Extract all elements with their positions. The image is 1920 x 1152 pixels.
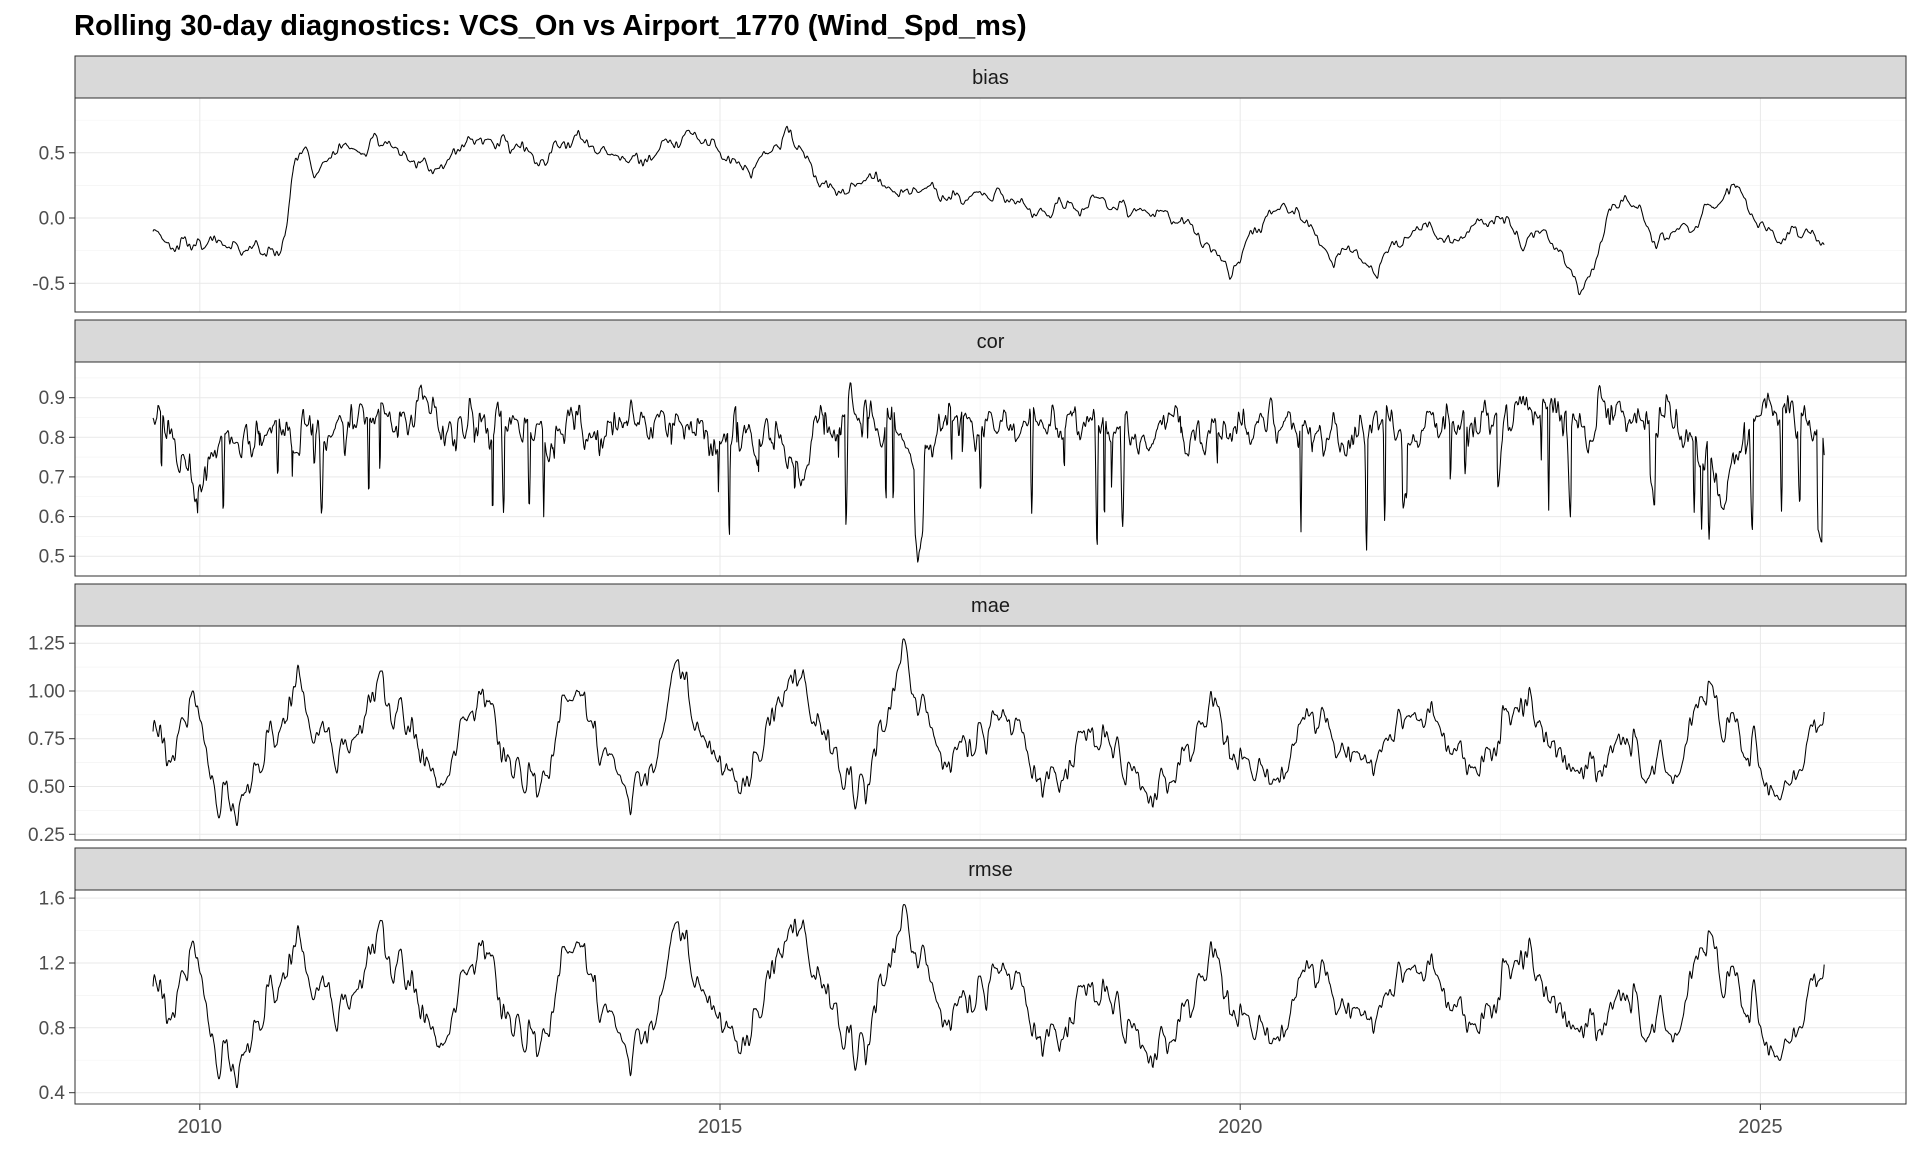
- y-axis-label: 0.25: [28, 825, 65, 846]
- facet-mae: 1.25 1.00 0.75 0.50 0.25 mae: [28, 583, 1907, 846]
- facet-strip-label: mae: [971, 595, 1010, 617]
- panel-background: [75, 98, 1906, 312]
- facet-bias: 0.5 0.0 -0.5 bias: [32, 55, 1907, 313]
- y-axis-label: 0.5: [39, 143, 65, 164]
- y-axis-label: 1.00: [28, 682, 65, 703]
- panel-background: [75, 890, 1906, 1104]
- x-axis-label: 2025: [1738, 1116, 1783, 1138]
- y-axis-label: 0.4: [39, 1083, 66, 1104]
- facet-strip: [74, 55, 1907, 99]
- y-axis-label: 0.5: [39, 547, 65, 568]
- series-line: [152, 125, 1825, 296]
- y-axis-label: 1.6: [39, 889, 65, 910]
- facet-strip-label: rmse: [968, 859, 1012, 881]
- facet-strip-label: cor: [977, 331, 1005, 353]
- x-axis-label: 2010: [178, 1116, 223, 1138]
- y-axis-label: 0.6: [39, 507, 65, 528]
- panel-background: [75, 362, 1906, 576]
- y-axis-label: 0.8: [39, 428, 65, 449]
- y-axis-label: 0.0: [39, 209, 65, 230]
- y-axis-label: 0.75: [28, 729, 65, 750]
- facet-strip: [74, 319, 1907, 363]
- facet-cor: 0.9 0.8 0.7 0.6 0.5 cor: [39, 319, 1907, 577]
- chart-title: Rolling 30-day diagnostics: VCS_On vs Ai…: [74, 10, 1027, 42]
- y-axis-label: 0.8: [39, 1018, 65, 1039]
- y-axis-label: 0.9: [39, 388, 65, 409]
- series-line: [152, 638, 1825, 827]
- facet-strip: [74, 847, 1907, 891]
- facet-strip-label: bias: [972, 67, 1009, 89]
- y-axis-label: 0.7: [39, 467, 65, 488]
- panel-background: [75, 626, 1906, 840]
- x-axis-label: 2015: [698, 1116, 743, 1138]
- facet-rmse: 1.6 1.2 0.8 0.4 rmse: [39, 847, 1907, 1105]
- series-line: [152, 382, 1825, 563]
- y-axis-label: 1.25: [28, 634, 65, 655]
- series-line: [152, 904, 1825, 1089]
- y-axis-label: -0.5: [32, 274, 65, 295]
- x-axis-label: 2020: [1218, 1116, 1263, 1138]
- facet-strip: [74, 583, 1907, 627]
- y-axis-label: 0.50: [28, 777, 65, 798]
- y-axis-label: 1.2: [39, 954, 65, 975]
